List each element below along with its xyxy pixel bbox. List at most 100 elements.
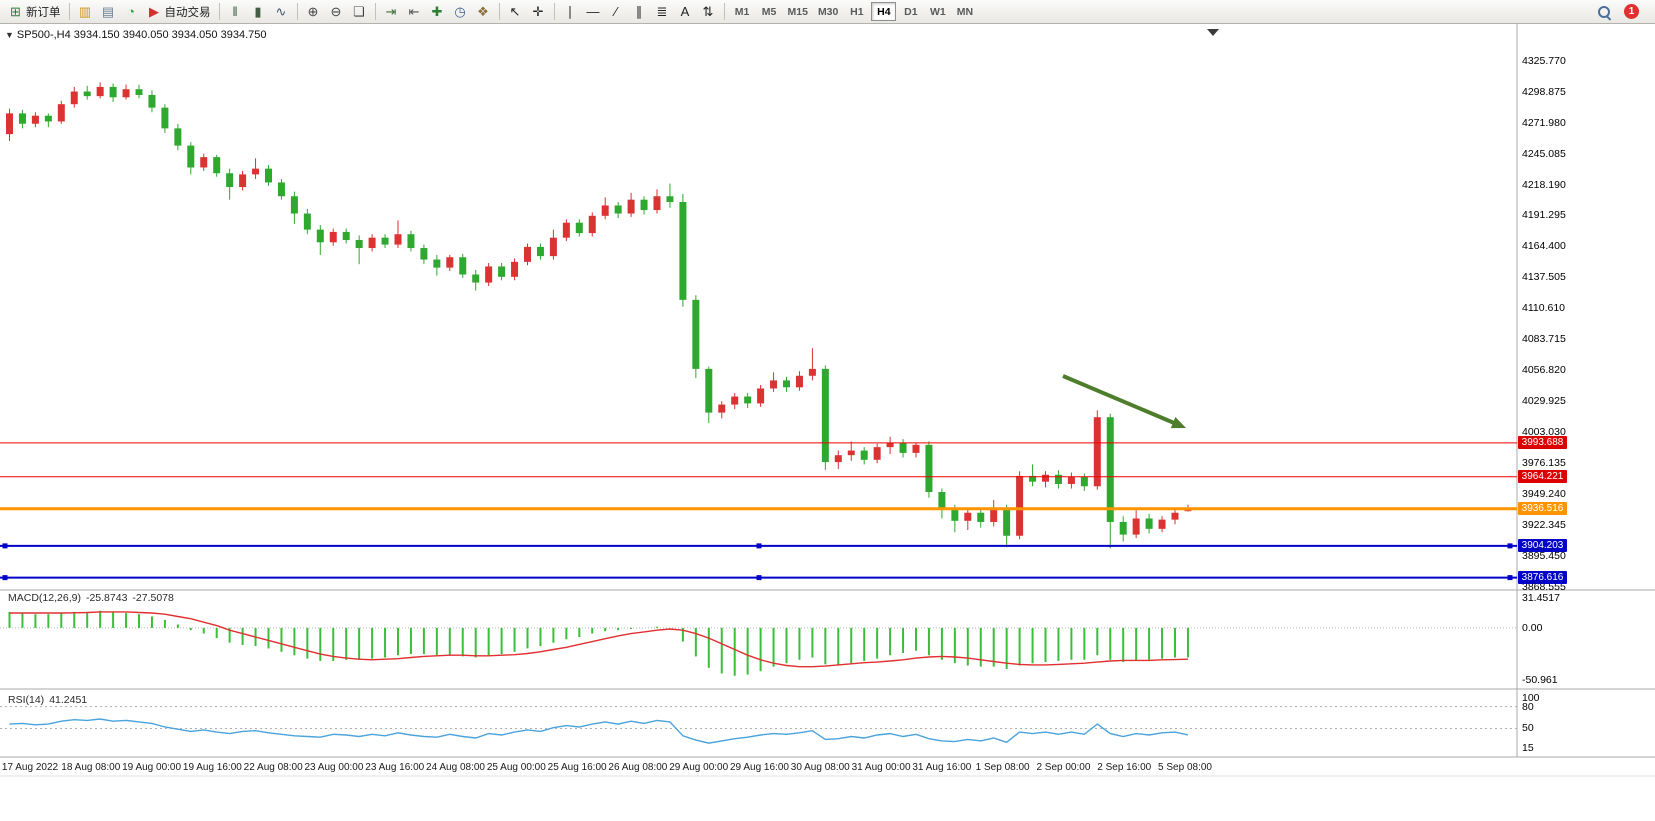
- channel-icon[interactable]: ∥: [628, 1, 651, 22]
- candle-body: [109, 86, 117, 98]
- hline-price-label: 3964.221: [1518, 470, 1567, 484]
- line-handle[interactable]: [1507, 543, 1513, 549]
- timeframe-mn[interactable]: MN: [956, 5, 974, 18]
- market-watch-icon[interactable]: ◔: [120, 1, 143, 22]
- candle-body: [1054, 474, 1062, 484]
- candle-body: [57, 104, 65, 122]
- arrows-tool-icon[interactable]: ⇅: [697, 1, 720, 22]
- candle-body: [135, 89, 143, 95]
- line-handle[interactable]: [2, 543, 8, 549]
- macd-signal-line: [9, 611, 1189, 668]
- auto-scroll-icon[interactable]: ⇥: [380, 1, 403, 22]
- bar-chart-icon: ‖: [232, 4, 238, 19]
- candle-body: [899, 442, 907, 453]
- search-icon[interactable]: [1596, 4, 1612, 20]
- trend-arrow-head[interactable]: [1170, 417, 1186, 429]
- timeframe-h4[interactable]: H4: [871, 2, 897, 21]
- indicators-button[interactable]: ✚: [426, 1, 449, 22]
- candle-body: [6, 113, 13, 135]
- periods-icon: ◷: [454, 4, 466, 19]
- toolbar-separator: [218, 3, 220, 20]
- one-click-collapse-icon[interactable]: ▼: [5, 30, 14, 40]
- candle-body: [187, 145, 195, 168]
- candlestick-chart-icon[interactable]: ▮: [247, 1, 270, 22]
- chart-shift-marker[interactable]: [1207, 29, 1219, 36]
- candle-body: [575, 222, 583, 234]
- line-handle[interactable]: [2, 575, 8, 581]
- candle-body: [1171, 512, 1179, 520]
- tile-windows-icon[interactable]: ❏: [348, 1, 371, 22]
- candle-body: [860, 450, 868, 460]
- new-order-button[interactable]: ⊞ 新订单: [4, 1, 65, 22]
- text-label-icon: A: [680, 4, 690, 19]
- cursor-icon: ↖: [509, 4, 521, 19]
- cursor-icon[interactable]: ↖: [504, 1, 527, 22]
- notification-badge[interactable]: 1: [1624, 4, 1639, 19]
- candle-body: [951, 509, 959, 521]
- vertical-line-icon[interactable]: ∣: [559, 1, 582, 22]
- horizontal-line-icon[interactable]: ―: [582, 1, 605, 22]
- candle-body: [446, 257, 454, 268]
- bar-chart-icon[interactable]: ‖: [224, 1, 247, 22]
- fibonacci-icon[interactable]: ≣: [651, 1, 674, 22]
- candle-body: [627, 199, 635, 214]
- periods-icon[interactable]: ◷: [449, 1, 472, 22]
- toolbar-separator: [296, 3, 298, 20]
- candle-body: [277, 182, 285, 197]
- candle-body: [200, 157, 208, 168]
- zoom-in-icon[interactable]: ⊕: [302, 1, 325, 22]
- rsi-axis-label: 80: [1522, 700, 1534, 713]
- timeframe-m5[interactable]: M5: [761, 5, 777, 18]
- crosshair-icon: ✛: [532, 4, 544, 19]
- candle-body: [511, 261, 519, 277]
- line-handle[interactable]: [1507, 575, 1513, 581]
- chart-shift-icon[interactable]: ⇤: [403, 1, 426, 22]
- candle-body: [718, 404, 726, 413]
- timeframe-w1[interactable]: W1: [930, 5, 946, 18]
- candle-body: [562, 222, 570, 238]
- auto-trading-icon: ▶: [149, 4, 159, 19]
- auto-trading-button[interactable]: ▶ 自动交易: [143, 1, 215, 22]
- candle-body: [381, 237, 389, 245]
- time-axis-label: 19 Aug 16:00: [182, 762, 242, 773]
- hline-price-label: 3876.616: [1518, 571, 1567, 585]
- line-handle[interactable]: [756, 543, 762, 549]
- candle-body: [679, 202, 687, 300]
- line-chart-icon[interactable]: ∿: [270, 1, 293, 22]
- templates-icon[interactable]: ❖: [472, 1, 495, 22]
- candle-body: [355, 239, 363, 249]
- candle-body: [1158, 519, 1166, 529]
- price-axis-label: 4003.030: [1522, 426, 1566, 439]
- macd-indicator-label: MACD(12,26,9) -25.8743 -27.5078: [8, 592, 179, 605]
- candle-body: [96, 86, 104, 97]
- timeframe-h1[interactable]: H1: [850, 5, 864, 18]
- candle-body: [912, 444, 920, 453]
- profiles-icon[interactable]: ▤: [97, 1, 120, 22]
- candle-body: [536, 246, 544, 257]
- timeframe-m15[interactable]: M15: [787, 5, 808, 18]
- hline-price-label: 3904.203: [1518, 539, 1567, 553]
- timeframe-m1[interactable]: M1: [734, 5, 750, 18]
- candle-body: [213, 157, 221, 174]
- candle-body: [886, 442, 894, 448]
- timeframe-d1[interactable]: D1: [904, 5, 918, 18]
- crosshair-icon[interactable]: ✛: [527, 1, 550, 22]
- trend-arrow-line[interactable]: [1062, 374, 1179, 427]
- new-chart-icon[interactable]: ▥: [74, 1, 97, 22]
- macd-axis-label: -50.961: [1522, 674, 1558, 686]
- candle-body: [433, 259, 441, 268]
- trendline-icon[interactable]: ∕: [605, 1, 628, 22]
- text-label-icon[interactable]: A: [674, 1, 697, 22]
- zoom-out-icon[interactable]: ⊖: [325, 1, 348, 22]
- candle-body: [1067, 477, 1075, 484]
- rsi-axis-label: 100: [1522, 692, 1540, 704]
- rsi-axis-label: 50: [1522, 722, 1534, 735]
- candle-body: [640, 199, 648, 211]
- time-axis-label: 1 Sep 08:00: [975, 762, 1030, 773]
- timeframe-m30[interactable]: M30: [817, 5, 839, 18]
- candle-body: [44, 115, 52, 122]
- candle-body: [174, 128, 182, 146]
- line-handle[interactable]: [756, 575, 762, 581]
- candle-body: [783, 380, 790, 388]
